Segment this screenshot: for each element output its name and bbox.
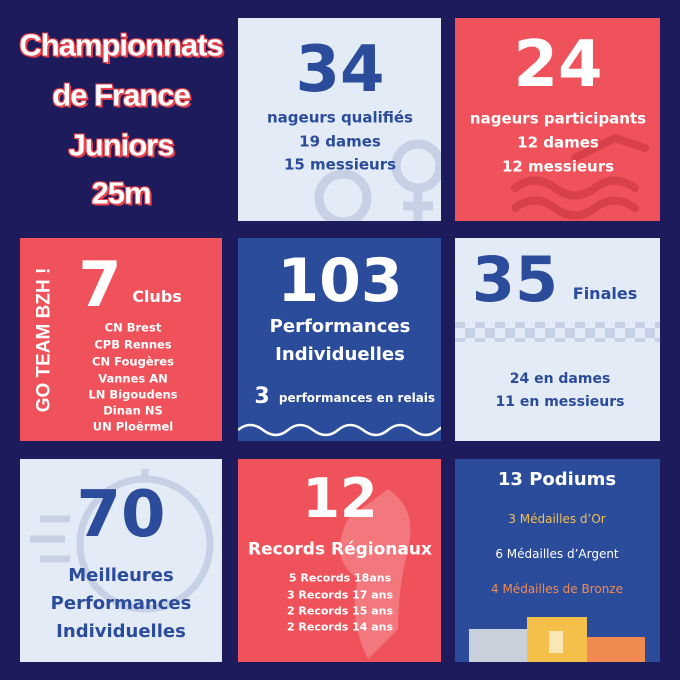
decor-swimmer [511, 133, 649, 220]
record-line: 5 Records 18ans [288, 571, 392, 585]
club-name: Dinan NS [103, 403, 163, 418]
tile-podiums: 13 Podiums 3 Médailles d’Or 6 Médailles … [455, 459, 660, 662]
stat-line: 24 en dames [509, 371, 611, 387]
stat-line: 15 messieurs [283, 155, 397, 174]
stat-line: 19 dames [299, 132, 381, 151]
tile-records: 12 Records Régionaux 5 Records 18ans 3 R… [238, 459, 441, 662]
slogan: GO TEAM BZH ! [33, 267, 55, 413]
stat-label: Performances [269, 316, 411, 337]
stat-label: nageurs qualifiés [267, 108, 413, 127]
tile-finals: 35 Finales 24 en dames 11 en messieurs [455, 238, 660, 441]
decor-wave [238, 423, 441, 437]
club-name: CN Brest [104, 320, 162, 335]
stat-label: Records Régionaux [248, 539, 432, 560]
title-line: Championnats [19, 27, 223, 63]
stat-line: 12 dames [517, 133, 599, 152]
medal-silver: 6 Médailles d’Argent [495, 547, 619, 561]
stat-label: nageurs participants [469, 109, 647, 128]
relay-label: performances en relais [278, 391, 436, 405]
title-line: 25m [91, 175, 151, 211]
tile-performances: 103 Performances Individuelles 3 perform… [238, 238, 441, 441]
tile-best: 70 Meilleures Performances Individuelles [20, 459, 222, 662]
club-name: LN Bigoudens [88, 387, 178, 402]
decor-map [340, 489, 411, 659]
club-name: UN Ploërmel [92, 419, 174, 434]
stat-number: 34 [295, 33, 385, 107]
decor-gender [314, 139, 441, 221]
medal-bronze: 4 Médailles de Bronze [491, 582, 623, 596]
club-name: CPB Rennes [94, 337, 172, 352]
record-line: 3 Records 17 ans [286, 588, 394, 602]
record-line: 2 Records 14 ans [286, 620, 394, 634]
title-line: de France [52, 77, 190, 113]
medal-gold: 3 Médailles d’Or [508, 512, 606, 526]
stat-label: Individuelles [275, 344, 405, 365]
title-line: Juniors [68, 127, 175, 163]
stat-number: 7 [78, 248, 122, 321]
tile-qualified: 34 nageurs qualifiés 19 dames 15 messieu… [238, 18, 441, 221]
decor-checker [455, 322, 660, 342]
stat-number: 103 [277, 246, 403, 316]
tile-participants: 24 nageurs participants 12 dames 12 mess… [455, 18, 660, 221]
club-name: CN Fougères [92, 354, 174, 369]
decor-podium [469, 617, 645, 662]
stat-label: Finales [572, 284, 638, 303]
stat-label: Individuelles [56, 621, 186, 642]
stat-label: Meilleures [68, 565, 174, 586]
stat-number: 70 [76, 478, 166, 552]
stat-line: 12 messieurs [501, 157, 615, 176]
stat-label: Clubs [132, 287, 182, 306]
stat-label: Performances [50, 593, 192, 614]
relay-number: 3 [254, 384, 270, 409]
tile-clubs: GO TEAM BZH ! 7 Clubs CN Brest CPB Renne… [20, 238, 222, 441]
club-name: Vannes AN [98, 371, 168, 386]
decor-stopwatch [30, 469, 214, 613]
record-line: 2 Records 15 ans [286, 604, 394, 618]
stat-number: 24 [513, 28, 603, 102]
stat-number: 12 [302, 467, 378, 530]
stat-line: 11 en messieurs [495, 394, 625, 410]
stat-number: 35 [471, 243, 559, 316]
podium-title: 13 Podiums [497, 469, 617, 490]
